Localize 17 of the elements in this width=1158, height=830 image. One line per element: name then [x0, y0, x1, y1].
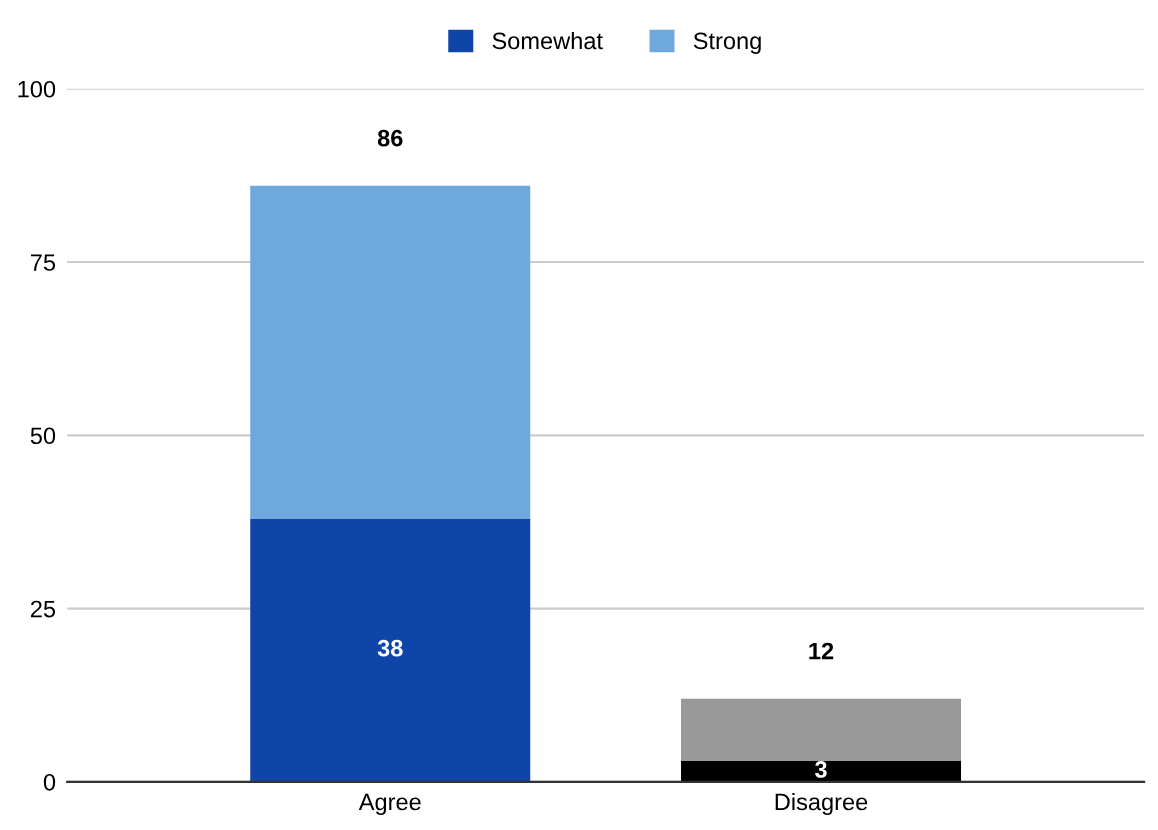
y-tick-label: 50 [30, 427, 56, 445]
bar [250, 185, 531, 519]
x-tick-label: Disagree [775, 792, 868, 815]
y-tick-label: 75 [31, 254, 56, 271]
y-tick-label: 100 [18, 80, 56, 98]
total-label: 12 [809, 642, 834, 660]
data-label: 3 [815, 761, 827, 778]
bar [681, 698, 962, 762]
data-label: 38 [377, 639, 403, 657]
total-label: 86 [377, 129, 403, 147]
bar [681, 761, 962, 782]
x-tick-label: Agree [358, 793, 421, 815]
legend-label: Strong [693, 32, 761, 54]
bar [250, 518, 531, 782]
y-tick-label: 25 [30, 600, 56, 618]
legend-label: Somewhat [492, 31, 603, 50]
y-tick-label: 0 [43, 773, 56, 791]
